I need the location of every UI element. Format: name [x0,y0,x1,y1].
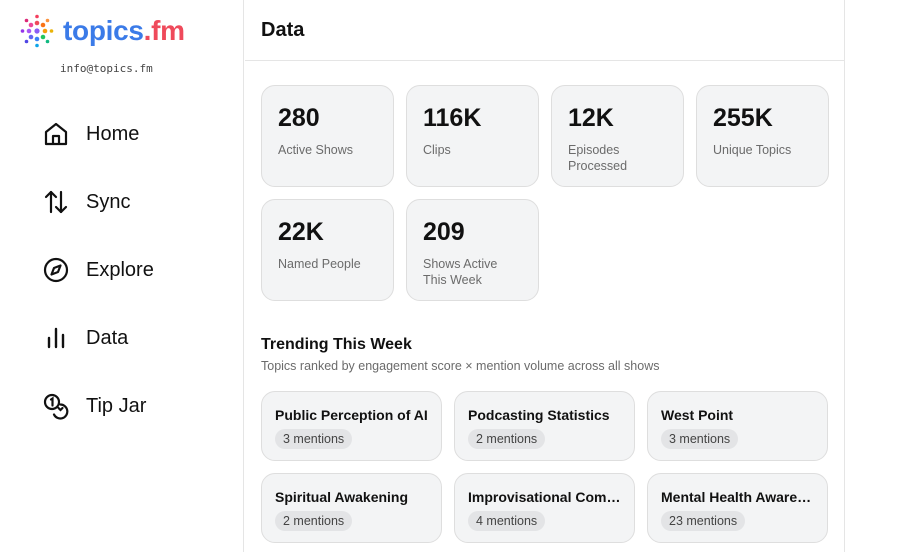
nav-label-data: Data [86,327,128,350]
stat-label: Active Shows [278,142,377,158]
nav-item-data[interactable]: Data [42,316,154,360]
topic-card[interactable]: West Point 3 mentions [647,391,828,461]
page-title: Data [261,19,304,42]
nav-item-tip-jar[interactable]: Tip Jar [42,384,154,428]
stat-card-clips: 116K Clips [406,85,539,187]
main-content: Data 280 Active Shows 116K Clips 12K Epi… [245,0,845,552]
compass-icon [42,256,70,284]
stat-label: Clips [423,142,522,158]
mention-count-badge: 3 mentions [661,429,738,449]
nav-item-home[interactable]: Home [42,112,154,156]
topic-name: Mental Health Awareness [661,488,814,506]
mention-count-badge: 4 mentions [468,511,545,531]
stat-value: 12K [568,103,667,133]
stat-card-episodes-processed: 12K Episodes Processed [551,85,684,187]
topic-name: Spiritual Awakening [275,488,428,506]
stat-value: 116K [423,103,522,133]
contact-email[interactable]: info@topics.fm [60,62,153,75]
topic-card[interactable]: Improvisational Comedy 4 mentions [454,473,635,543]
topic-name: Public Perception of AI [275,406,428,424]
stat-card-named-people: 22K Named People [261,199,394,301]
topic-name: West Point [661,406,814,424]
stat-value: 22K [278,217,377,247]
stat-card-unique-topics: 255K Unique Topics [696,85,829,187]
stat-value: 209 [423,217,522,247]
home-icon [42,120,70,148]
nav-label-home: Home [86,123,139,146]
sync-arrows-icon [42,188,70,216]
brand-name: topics.fm [63,14,185,48]
brand-logo[interactable]: topics.fm [20,14,185,48]
mention-count-badge: 23 mentions [661,511,745,531]
mention-count-badge: 2 mentions [468,429,545,449]
mention-count-badge: 3 mentions [275,429,352,449]
topic-name: Improvisational Comedy [468,488,621,506]
nav-item-sync[interactable]: Sync [42,180,154,224]
main-nav: Home Sync Explore Data Tip Jar [42,112,154,452]
stat-card-shows-active-this-week: 209 Shows Active This Week [406,199,539,301]
nav-label-sync: Sync [86,191,130,214]
topic-card[interactable]: Podcasting Statistics 2 mentions [454,391,635,461]
brand-name-part1: topics [63,15,144,46]
stat-label: Unique Topics [713,142,812,158]
nav-label-tip-jar: Tip Jar [86,395,146,418]
stat-value: 280 [278,103,377,133]
stat-label: Episodes Processed [568,142,653,174]
stats-grid: 280 Active Shows 116K Clips 12K Episodes… [261,85,829,301]
stat-value: 255K [713,103,812,133]
topic-card[interactable]: Public Perception of AI 3 mentions [261,391,442,461]
mention-count-badge: 2 mentions [275,511,352,531]
trending-subtitle: Topics ranked by engagement score × ment… [261,359,659,373]
stat-label: Shows Active This Week [423,256,513,288]
nav-label-explore: Explore [86,259,154,282]
coins-icon [42,392,70,420]
bar-chart-icon [42,324,70,352]
sidebar: topics.fm info@topics.fm Home Sync Explo… [0,0,244,552]
page-header: Data [245,0,844,61]
brand-name-part2: .fm [144,15,185,46]
topic-card[interactable]: Spiritual Awakening 2 mentions [261,473,442,543]
topic-name: Podcasting Statistics [468,406,621,424]
dot-burst-logo-icon [20,14,54,48]
stat-label: Named People [278,256,377,272]
topic-card[interactable]: Mental Health Awareness 23 mentions [647,473,828,543]
stat-card-active-shows: 280 Active Shows [261,85,394,187]
trending-title: Trending This Week [261,336,412,354]
nav-item-explore[interactable]: Explore [42,248,154,292]
trending-topics-grid: Public Perception of AI 3 mentions Podca… [261,391,829,543]
